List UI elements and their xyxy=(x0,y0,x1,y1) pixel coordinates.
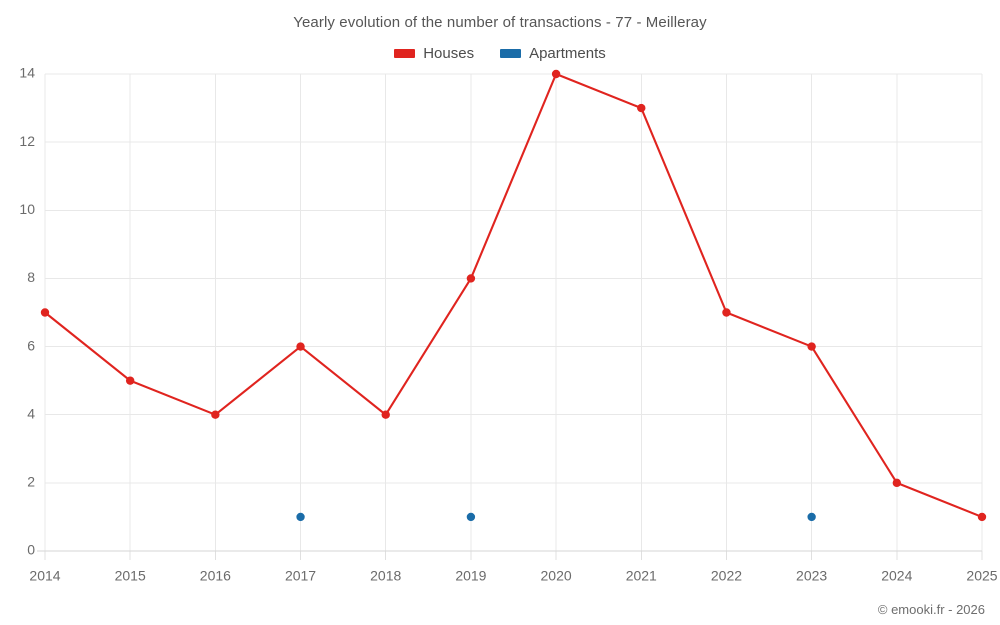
x-axis-tick-label: 2019 xyxy=(455,567,486,583)
x-axis-tick-label: 2023 xyxy=(796,567,827,583)
y-axis-tick-label: 8 xyxy=(27,269,35,285)
data-point-houses[interactable] xyxy=(211,410,220,419)
y-axis-tick-label: 12 xyxy=(19,133,35,149)
legend-label-apartments: Apartments xyxy=(529,45,606,62)
x-axis-tick-label: 2016 xyxy=(200,567,231,583)
y-axis-tick-label: 4 xyxy=(27,405,35,421)
data-point-apartments[interactable] xyxy=(296,512,305,522)
data-point-apartments[interactable] xyxy=(807,512,816,522)
x-axis-tick-label: 2014 xyxy=(29,567,60,583)
y-axis-tick-label: 2 xyxy=(27,474,35,490)
x-axis-tick-label: 2025 xyxy=(966,567,997,583)
series-line-houses xyxy=(43,72,984,518)
y-axis-tick-label: 10 xyxy=(19,201,35,217)
data-point-houses[interactable] xyxy=(40,308,50,317)
x-axis-tick-label: 2017 xyxy=(285,567,316,583)
legend-item-apartments[interactable]: Apartments xyxy=(500,45,606,62)
data-point-houses[interactable] xyxy=(722,308,731,317)
line-swatch-icon xyxy=(394,49,416,58)
y-axis-tick-labels: 0 2 4 6 8 10 12 14 xyxy=(19,65,35,558)
line-swatch-icon xyxy=(500,49,522,58)
legend-item-houses[interactable]: Houses xyxy=(394,45,474,62)
data-point-apartments[interactable] xyxy=(466,512,476,522)
y-axis-tick-label: 6 xyxy=(27,337,35,353)
data-point-houses[interactable] xyxy=(977,512,987,522)
x-axis-tick-label: 2015 xyxy=(115,567,146,583)
data-point-houses[interactable] xyxy=(466,274,476,283)
gridlines xyxy=(44,73,983,552)
x-axis-tick-label: 2020 xyxy=(541,567,572,583)
y-axis-tick-label: 0 xyxy=(27,542,35,558)
x-axis-tick-label: 2022 xyxy=(711,567,742,583)
legend-label-houses: Houses xyxy=(423,45,475,62)
x-axis-tick-labels: 2014 2015 2016 2017 2018 2019 2020 2021 2022 2023… xyxy=(29,567,997,583)
x-axis-tick-label: 2018 xyxy=(370,567,401,583)
data-point-houses[interactable] xyxy=(637,103,646,113)
x-axis-tick-label: 2021 xyxy=(626,567,657,583)
data-point-houses[interactable] xyxy=(296,342,305,351)
copyright-credit: © emooki.fr - 2026 xyxy=(877,602,985,617)
data-point-houses[interactable] xyxy=(381,410,390,419)
axes xyxy=(37,550,983,560)
data-point-houses[interactable] xyxy=(807,342,816,351)
data-point-houses[interactable] xyxy=(892,478,902,488)
x-axis-tick-label: 2024 xyxy=(881,567,912,583)
data-point-houses[interactable] xyxy=(125,376,135,385)
data-series xyxy=(40,69,987,522)
chart-title: Yearly evolution of the number of transa… xyxy=(293,14,707,31)
y-axis-tick-label: 14 xyxy=(19,65,35,81)
chart-legend: Houses Apartments xyxy=(0,45,1000,62)
data-point-houses[interactable] xyxy=(551,69,561,79)
